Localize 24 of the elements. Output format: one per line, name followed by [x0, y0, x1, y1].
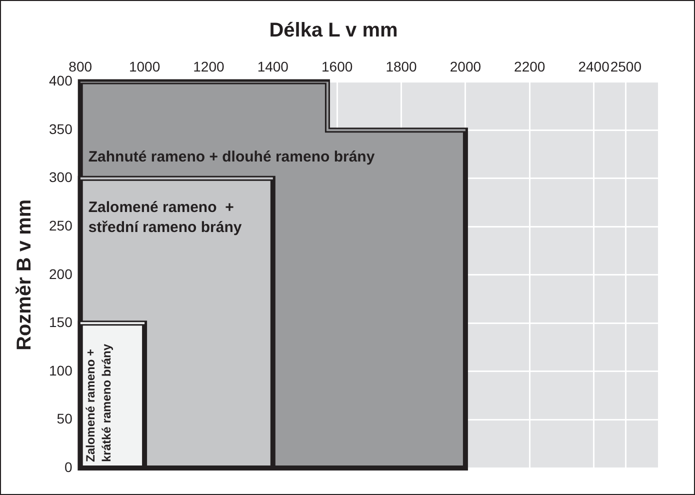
y-tick-label: 200	[49, 266, 73, 282]
x-tick-label: 1800	[386, 58, 418, 74]
x-tick-label: 1200	[193, 58, 225, 74]
series-label: Zalomené rameno + krátké rameno brány	[84, 344, 114, 462]
x-tick-label: 1400	[257, 58, 289, 74]
chart-title: Délka L v mm	[269, 20, 398, 42]
y-tick-label: 300	[49, 169, 73, 186]
x-tick-label: 2000	[450, 58, 482, 74]
x-tick-label: 1600	[322, 58, 353, 74]
y-tick-label: 50	[56, 410, 73, 427]
y-tick-label: 350	[49, 120, 73, 137]
x-tick-label: 800	[68, 58, 92, 74]
y-tick-label: 100	[49, 362, 73, 378]
y-tick-label: 0	[64, 458, 73, 475]
y-tick-label: 150	[49, 314, 73, 330]
y-tick-label: 400	[49, 72, 73, 89]
x-tick-label: 2500	[610, 58, 642, 74]
x-tick-label: 1000	[128, 58, 160, 74]
y-tick-label: 250	[49, 217, 73, 234]
series-label: Zalomené rameno + střední rameno brány	[88, 198, 242, 236]
series-label: Zahnuté rameno + dlouhé rameno brány	[88, 148, 376, 166]
x-tick-label: 2400	[578, 58, 610, 74]
y-axis-title: Rozměr B v mm	[14, 199, 36, 350]
x-tick-label: 2200	[514, 58, 546, 74]
